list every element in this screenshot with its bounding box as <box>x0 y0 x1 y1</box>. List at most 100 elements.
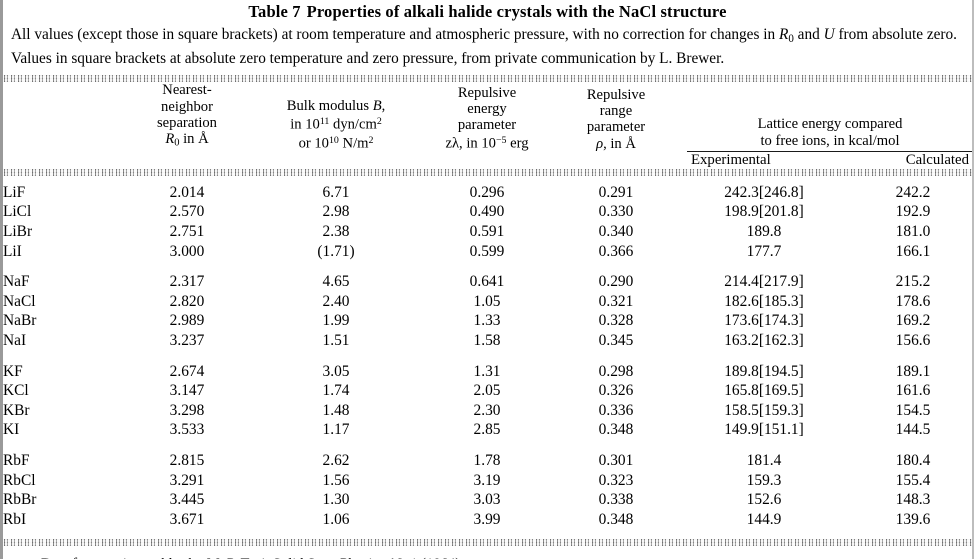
value-bulk-modulus: 3.05 <box>322 362 350 380</box>
crystal-name: KBr <box>3 401 30 419</box>
value-bulk-modulus: (1.71) <box>317 242 355 260</box>
header-bulk-exp1: 11 <box>319 116 330 128</box>
value-separation: 3.000 <box>169 242 205 260</box>
header-bulk-text: Bulk modulus <box>286 98 373 115</box>
crystal-name: RbF <box>3 451 30 469</box>
header-bulk-exp2: 10 <box>328 135 339 147</box>
header-r0-units: in Å <box>179 130 209 147</box>
header-rep-line1: Repulsive <box>457 84 517 101</box>
table-row: RbCl 3.291 1.56 3.19 0.323 159.3 155.4 <box>3 471 972 491</box>
value-repulsive-range: 0.336 <box>598 401 634 419</box>
value-repulsive-energy: 1.05 <box>473 292 501 310</box>
table-title: Table 7 Properties of alkali halide cryst… <box>3 0 972 22</box>
value-lattice-calculated: 169.2 <box>895 312 931 330</box>
value-bulk-modulus: 1.99 <box>322 312 350 330</box>
value-lattice-experimental: 149.9[151.1] <box>724 421 804 439</box>
table-row: NaCl 2.820 2.40 1.05 0.321 182.6[185.3] 178.6 <box>3 292 972 312</box>
table-rule-header <box>3 168 972 176</box>
value-repulsive-energy: 2.85 <box>473 421 501 439</box>
value-separation: 2.815 <box>169 451 205 469</box>
value-repulsive-range: 0.298 <box>598 362 634 380</box>
value-repulsive-range: 0.301 <box>598 451 634 469</box>
value-separation: 2.014 <box>169 183 205 201</box>
crystal-name: RbBr <box>3 491 37 509</box>
header-r0-line2: neighbor <box>161 98 213 115</box>
value-lattice-experimental: 242.3[246.8] <box>724 183 804 201</box>
value-repulsive-range: 0.328 <box>598 312 634 330</box>
header-r0-line1: Nearest- <box>162 82 212 99</box>
caption-part-2: and <box>793 25 824 43</box>
header-nearest-neighbor-separation: Nearest- neighbor separation R0 in Å <box>123 82 251 151</box>
value-lattice-calculated: 242.2 <box>895 183 931 201</box>
value-lattice-experimental: 214.4[217.9] <box>724 273 804 291</box>
table-row: NaBr 2.989 1.99 1.33 0.328 173.6[174.3] 169.2 <box>3 311 972 331</box>
value-lattice-calculated: 161.6 <box>895 382 931 400</box>
table-row: KCl 3.147 1.74 2.05 0.326 165.8[169.5] 161.6 <box>3 381 972 401</box>
footnote-part-1: Data from various tables by M. P. Tosi, … <box>41 556 388 559</box>
value-separation: 2.674 <box>169 362 205 380</box>
header-r0-subscript: 0 <box>174 137 180 149</box>
value-repulsive-energy: 3.99 <box>473 510 501 528</box>
lattice-group-line1: Lattice energy compared <box>757 116 903 133</box>
header-bulk-exp1b: 2 <box>376 116 382 128</box>
table-rule-top <box>3 75 972 83</box>
header-r0-symbol: R <box>165 130 175 147</box>
table-row: LiBr 2.751 2.38 0.591 0.340 189.8 181.0 <box>3 222 972 242</box>
table-caption: All values (except those in square brack… <box>3 22 972 70</box>
header-rep-exp: −5 <box>495 135 507 147</box>
crystal-name: LiCl <box>3 203 32 221</box>
header-bulk-line1: Bulk modulus B, <box>251 98 421 114</box>
value-bulk-modulus: 1.30 <box>322 491 350 509</box>
value-lattice-experimental: 177.7 <box>746 242 782 260</box>
value-separation: 2.751 <box>169 222 205 240</box>
value-repulsive-energy: 3.19 <box>473 471 501 489</box>
table-row: NaF 2.317 4.65 0.641 0.290 214.4[217.9] 215.2 <box>3 261 972 292</box>
table-row: RbF 2.815 2.62 1.78 0.301 181.4 180.4 <box>3 440 972 471</box>
value-separation: 3.291 <box>169 471 205 489</box>
value-lattice-experimental: 198.9[201.8] <box>724 203 804 221</box>
value-lattice-experimental: 158.5[159.3] <box>724 401 804 419</box>
value-lattice-experimental: 163.2[162.3] <box>724 331 804 349</box>
properties-table-body: LiF 2.014 6.71 0.296 0.291 242.3[246.8] 242.2 L… <box>3 176 972 530</box>
value-separation: 2.570 <box>169 203 205 221</box>
value-bulk-modulus: 1.51 <box>322 331 350 349</box>
table-row: RbBr 3.445 1.30 3.03 0.338 152.6 148.3 <box>3 490 972 510</box>
caption-part-1: All values (except those in square brack… <box>11 25 779 43</box>
crystal-name: RbI <box>3 510 27 528</box>
value-bulk-modulus: 1.74 <box>322 382 350 400</box>
table-number: Table 7 <box>248 2 301 21</box>
crystal-name: NaBr <box>3 312 37 330</box>
header-crystal <box>3 82 123 151</box>
header-r0-line4: R0 in Å <box>123 131 251 152</box>
table-footnote: Data from various tables by M. P. Tosi, … <box>3 546 972 559</box>
value-lattice-experimental: 152.6 <box>746 491 782 509</box>
value-separation: 3.237 <box>169 331 205 349</box>
crystal-name: KF <box>3 362 23 380</box>
crystal-name: RbCl <box>3 471 36 489</box>
crystal-name: KCl <box>3 382 29 400</box>
caption-symbol-R: R <box>778 25 789 43</box>
value-lattice-calculated: 155.4 <box>895 471 931 489</box>
value-repulsive-energy: 2.30 <box>473 401 501 419</box>
value-repulsive-range: 0.330 <box>598 203 634 221</box>
table-body: LiF 2.014 6.71 0.296 0.291 242.3[246.8] 242.2 L… <box>3 176 972 530</box>
table-header-row: Nearest- neighbor separation R0 in Å Bul… <box>3 82 972 152</box>
value-bulk-modulus: 2.62 <box>322 451 350 469</box>
value-bulk-modulus: 2.40 <box>322 292 350 310</box>
value-lattice-calculated: 156.6 <box>895 331 931 349</box>
value-separation: 2.317 <box>169 273 205 291</box>
value-repulsive-range: 0.291 <box>598 183 634 201</box>
table-row: LiCl 2.570 2.98 0.490 0.330 198.9[201.8] 192.9 <box>3 202 972 222</box>
value-lattice-experimental: 189.8 <box>746 222 782 240</box>
value-bulk-modulus: 1.17 <box>322 421 350 439</box>
caption-part-3: from <box>834 25 869 43</box>
lattice-group-title: Lattice energy compared to free ions, in… <box>687 116 972 152</box>
header-bulk-symbol: B <box>372 98 382 115</box>
table-row: LiF 2.014 6.71 0.296 0.291 242.3[246.8] 242.2 <box>3 176 972 203</box>
value-lattice-calculated: 154.5 <box>895 401 931 419</box>
value-repulsive-energy: 1.58 <box>473 331 501 349</box>
value-lattice-calculated: 139.6 <box>895 510 931 528</box>
value-repulsive-energy: 0.599 <box>469 242 505 260</box>
value-lattice-calculated: 215.2 <box>895 273 931 291</box>
header-rho-line1: Repulsive <box>586 86 646 103</box>
